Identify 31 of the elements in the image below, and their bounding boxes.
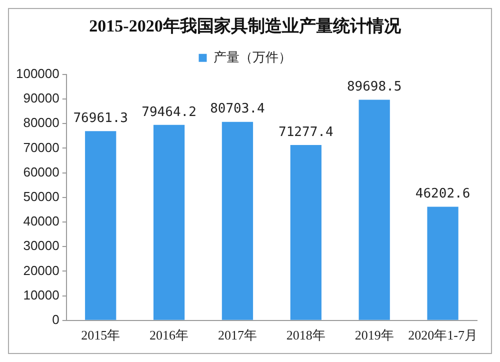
data-label: 80703.4 <box>210 102 266 117</box>
y-tick-label: 70000 <box>23 140 60 155</box>
x-tick-label: 2020年1-7月 <box>408 328 478 343</box>
bar <box>153 124 185 320</box>
data-label: 46202.6 <box>415 186 470 202</box>
y-tick-label: 50000 <box>23 188 60 204</box>
y-tick-label: 90000 <box>23 90 60 106</box>
y-tick-label: 20000 <box>23 262 60 278</box>
y-tick-label: 40000 <box>23 214 60 229</box>
data-label: 79464.2 <box>142 104 196 120</box>
x-tick-label: 2018年 <box>286 328 326 343</box>
y-tick-label: 0 <box>52 312 60 327</box>
y-tick-label: 100000 <box>16 66 60 81</box>
bar <box>222 122 254 320</box>
data-label: 71277.4 <box>278 124 334 140</box>
y-tick-label: 30000 <box>23 238 60 254</box>
bar <box>427 206 458 320</box>
y-tick-label: 80000 <box>23 115 60 130</box>
y-tick-label: 60000 <box>23 164 60 180</box>
x-tick-label: 2017年 <box>218 328 257 343</box>
y-tick-label: 10000 <box>23 287 60 302</box>
bar <box>85 131 116 320</box>
bar <box>358 100 390 320</box>
x-tick-label: 2016年 <box>150 328 189 343</box>
chart-title: 2015-2020年我国家具制造业产量统计情况 <box>89 16 402 36</box>
legend-label: 产量（万件） <box>213 50 292 66</box>
x-tick-label: 2019年 <box>354 328 394 343</box>
bar <box>290 145 322 320</box>
data-label: 89698.5 <box>346 80 402 95</box>
x-tick-label: 2015年 <box>81 328 120 343</box>
data-label: 76961.3 <box>73 110 128 126</box>
